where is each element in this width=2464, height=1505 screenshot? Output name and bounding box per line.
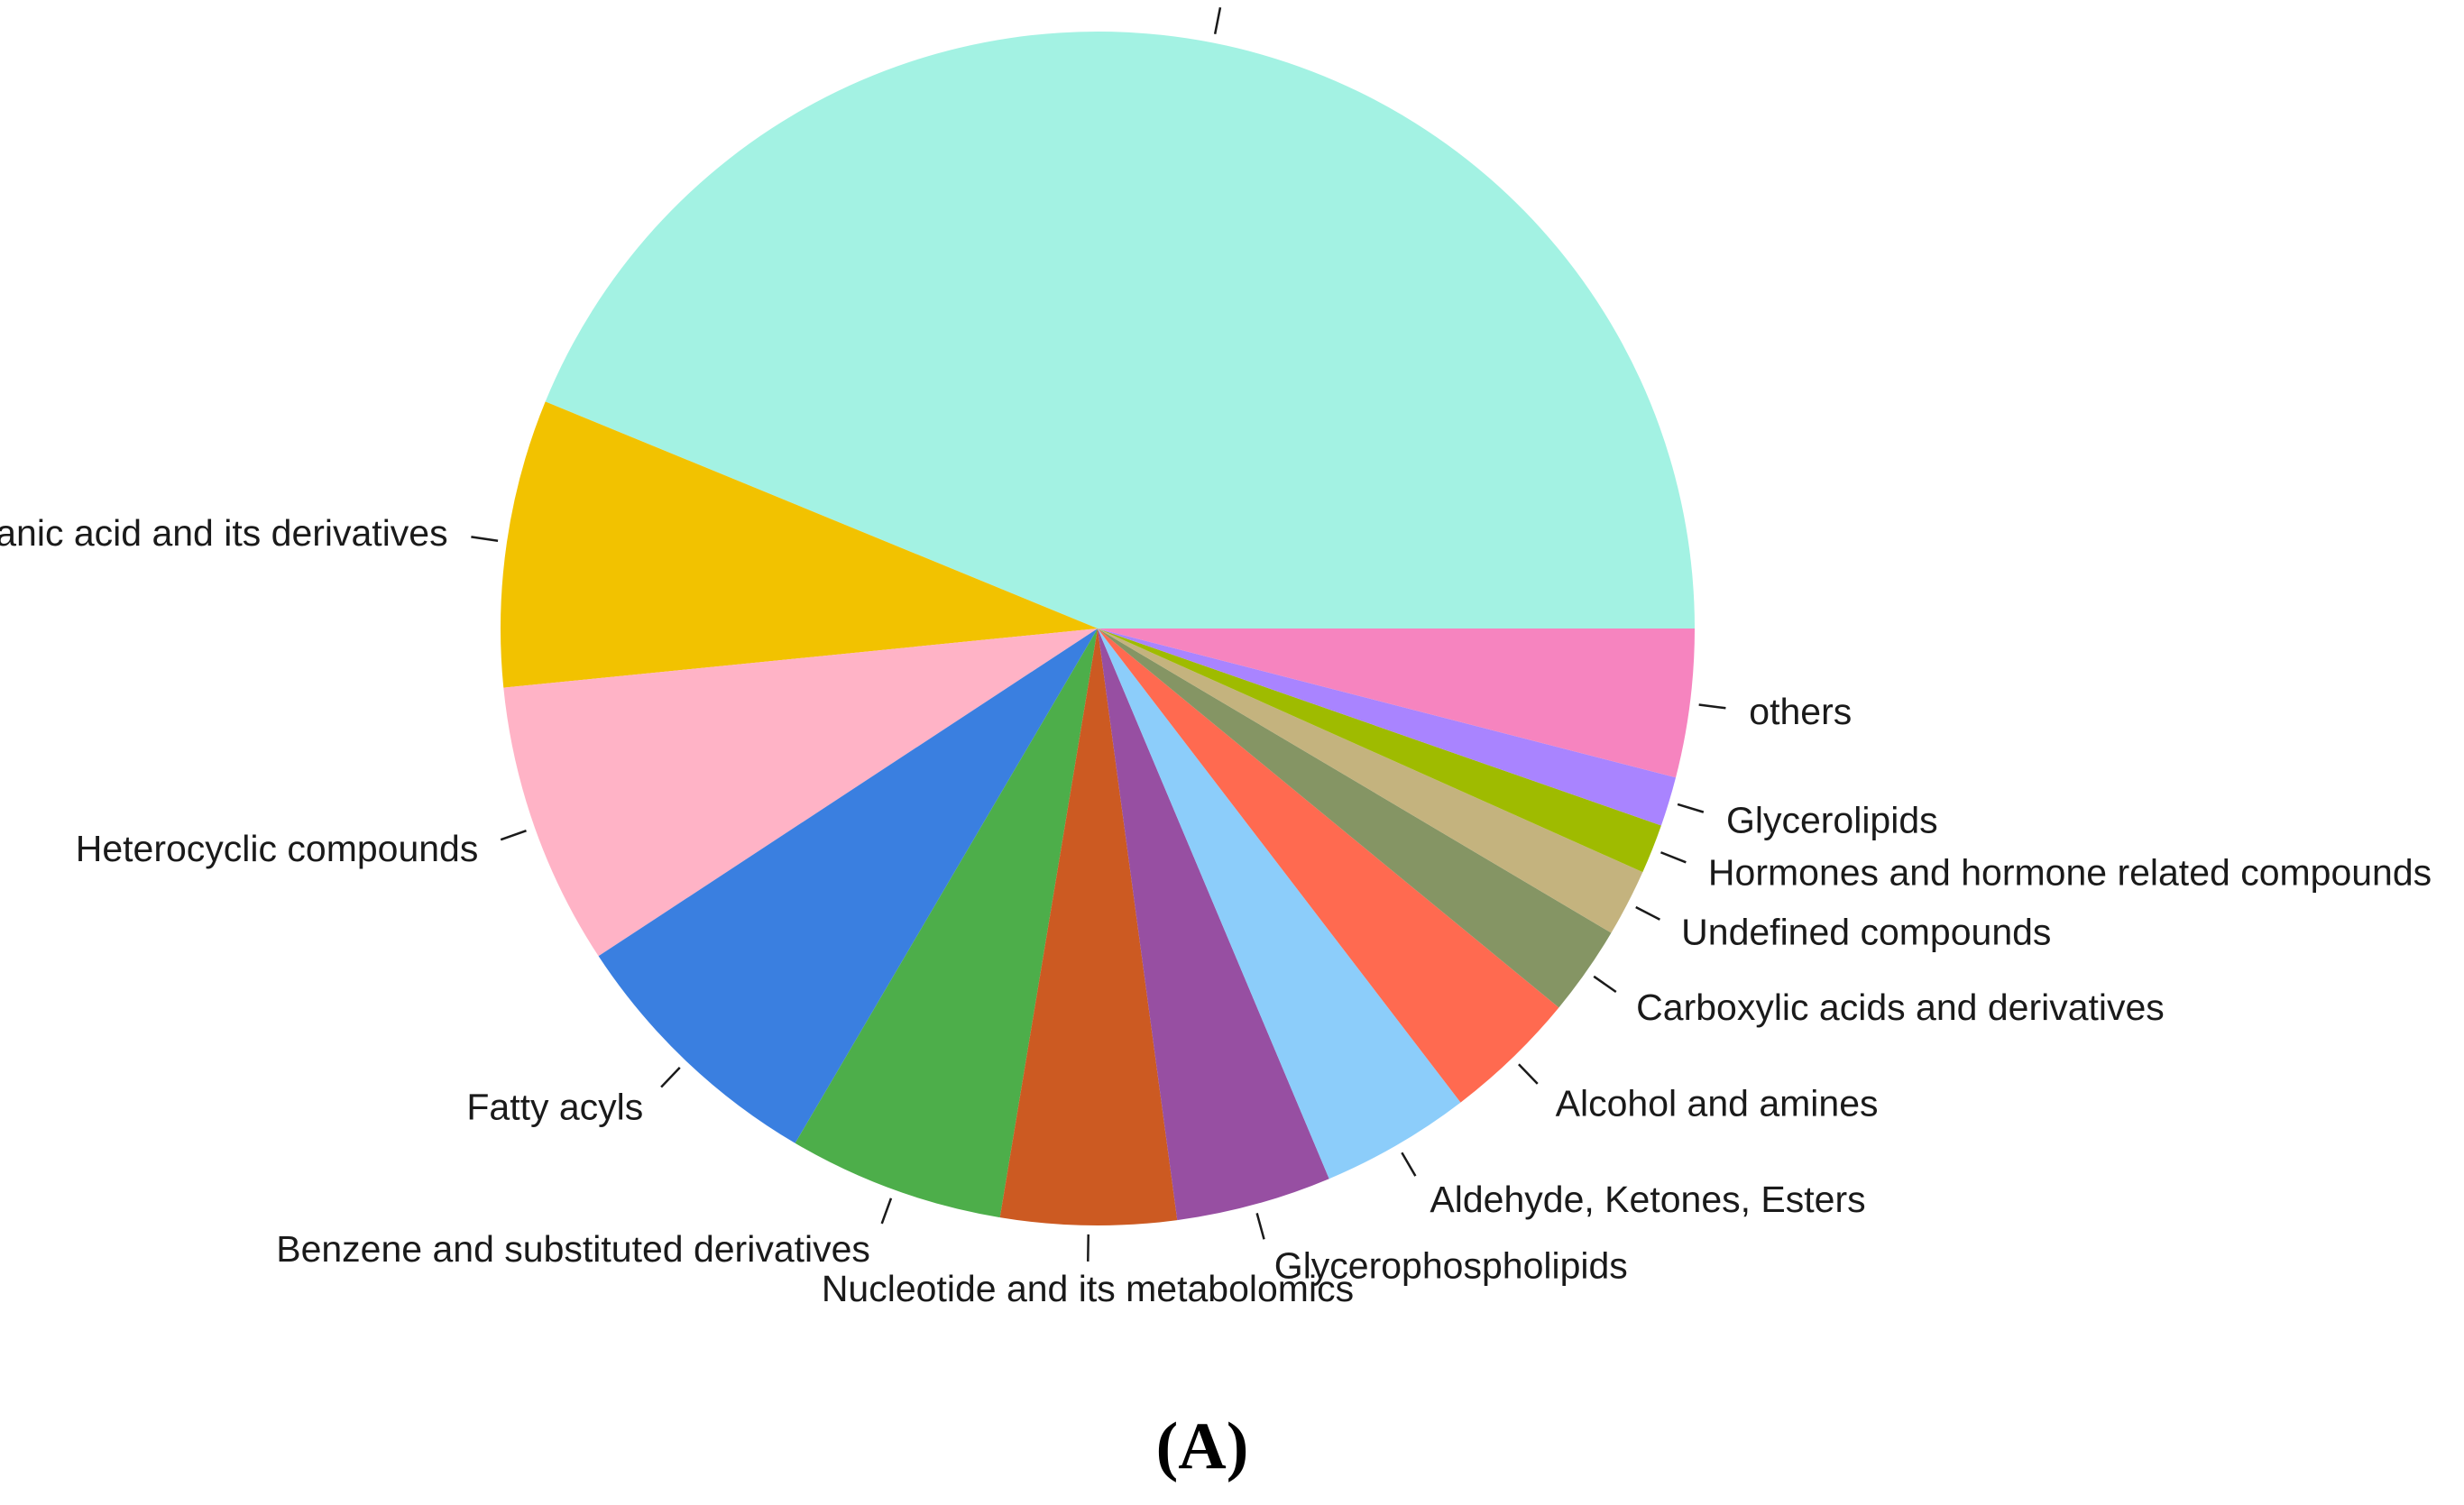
- slice-label-glycerolipids: Glycerolipids: [1726, 799, 1938, 840]
- slice-label-alcohol-and-amines: Alcohol and amines: [1556, 1082, 1879, 1124]
- pie-slice-heterocyclic-compounds: [503, 629, 1098, 957]
- leader-line-amino-acid-and-its-metabolomics: [1213, 7, 1222, 34]
- leader-line-fatty-acyls: [660, 1066, 681, 1088]
- pie-slice-others: [1098, 629, 1695, 778]
- slice-label-others: others: [1749, 691, 1852, 732]
- slice-label-hormones-and-hormone-related-compounds: Hormones and hormone related compounds: [1708, 851, 2432, 893]
- pie-slice-amino-acid-and-its-metabolomics: [545, 32, 1696, 629]
- slice-label-heterocyclic-compounds: Heterocyclic compounds: [76, 828, 479, 869]
- slice-label-undefined-compounds: Undefined compounds: [1681, 912, 2051, 953]
- pie-slice-carboxylic-acids-and-derivatives: [1098, 629, 1612, 1008]
- slice-label-nucleotide-and-its-metabolomics: Nucleotide and its metabolomics: [822, 1268, 1354, 1309]
- leader-line-alcohol-and-amines: [1518, 1063, 1539, 1085]
- leader-line-carboxylic-acids-and-derivatives: [1593, 975, 1617, 994]
- slice-labels: Amino acid and its metabolomics Organic a…: [0, 0, 2432, 1309]
- slice-label-organic-acid-and-its-derivatives: Organic acid and its derivatives: [0, 512, 448, 554]
- leader-line-aldehyde-ketones-esters: [1401, 1152, 1417, 1177]
- leader-line-others: [1698, 703, 1726, 710]
- slice-label-aldehyde-ketones-esters: Aldehyde, Ketones, Esters: [1430, 1179, 1865, 1220]
- leader-line-hormones-and-hormone-related-compounds: [1660, 851, 1687, 864]
- label-leader-lines: [471, 7, 1726, 1262]
- pie-slice-glycerophospholipids: [1098, 629, 1329, 1221]
- slice-label-carboxylic-acids-and-derivatives: Carboxylic acids and derivatives: [1636, 987, 2165, 1028]
- leader-line-glycerolipids: [1677, 803, 1705, 813]
- pie-slice-aldehyde-ketones-esters: [1098, 629, 1461, 1179]
- pie-slice-organic-acid-and-its-derivatives: [501, 401, 1098, 688]
- leader-line-benzene-and-substituted-derivatives: [880, 1198, 893, 1225]
- pie-slices: [501, 32, 1696, 1226]
- leader-line-undefined-compounds: [1635, 905, 1660, 921]
- slice-label-amino-acid-and-its-metabolomics: Amino acid and its metabolomics: [1229, 0, 1770, 2]
- pie-slice-nucleotide-and-its-metabolomics: [999, 629, 1178, 1226]
- pie-slice-benzene-and-substituted-derivatives: [795, 629, 1098, 1218]
- slice-label-glycerophospholipids: Glycerophospholipids: [1274, 1244, 1628, 1286]
- panel-label: (A): [1156, 1409, 1249, 1483]
- pie-slice-fatty-acyls: [598, 629, 1098, 1143]
- pie-slice-undefined-compounds: [1098, 629, 1643, 933]
- slice-label-benzene-and-substituted-derivatives: Benzene and substituted derivatives: [276, 1228, 870, 1270]
- leader-line-heterocyclic-compounds: [500, 830, 527, 841]
- slice-label-fatty-acyls: Fatty acyls: [466, 1086, 643, 1127]
- pie-slice-glycerolipids: [1098, 629, 1677, 826]
- leader-line-organic-acid-and-its-derivatives: [471, 536, 499, 542]
- pie-slice-hormones-and-hormone-related-compounds: [1098, 629, 1661, 873]
- pie-slice-alcohol-and-amines: [1098, 629, 1559, 1103]
- leader-line-glycerophospholipids: [1255, 1213, 1265, 1240]
